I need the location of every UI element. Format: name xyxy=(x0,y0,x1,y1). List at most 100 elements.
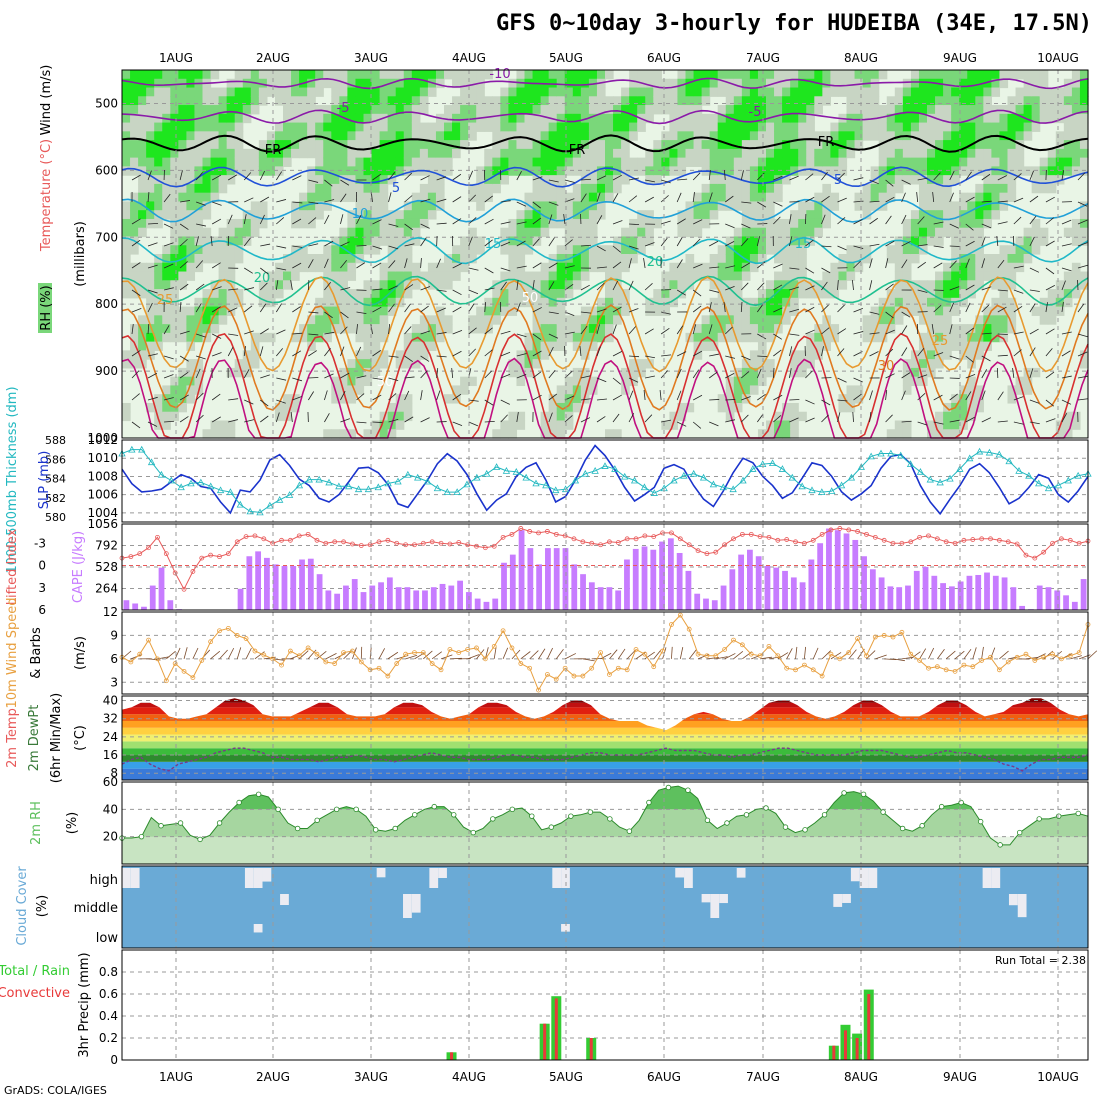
rh-cell xyxy=(725,385,735,395)
rh-cell xyxy=(1039,297,1049,308)
rh-cell xyxy=(194,183,204,194)
cape-bar xyxy=(404,587,411,610)
wind-barb xyxy=(324,347,331,357)
rh-cell xyxy=(910,70,920,80)
rh-cell xyxy=(782,262,791,273)
contour-label: 5 xyxy=(834,173,842,188)
rh-cell xyxy=(774,70,783,80)
wind-speed-point xyxy=(456,650,462,656)
wind-barb xyxy=(179,355,189,362)
rh-cell xyxy=(315,297,324,308)
rh-cell xyxy=(186,315,196,325)
rh-cell xyxy=(733,306,743,316)
thickness-point xyxy=(276,495,284,503)
rh-cell xyxy=(588,254,598,264)
rh-cell xyxy=(564,96,574,106)
rh-cell xyxy=(154,394,163,404)
rh-cell xyxy=(637,105,646,115)
temperature-contour xyxy=(121,236,1089,265)
rh-cell xyxy=(492,148,501,159)
rh-cell xyxy=(395,166,405,176)
rh-cell xyxy=(846,96,856,106)
rh-cell xyxy=(186,306,196,316)
rh-cell xyxy=(178,210,187,220)
rh-cell xyxy=(460,113,469,124)
cape-bar xyxy=(755,556,762,610)
rh-cell xyxy=(419,210,429,220)
rh-cell xyxy=(130,218,139,229)
rh-cell xyxy=(379,78,389,89)
rh-cell xyxy=(959,218,968,229)
rh-cell xyxy=(484,122,493,132)
rh-cell xyxy=(886,113,896,124)
wind-barb xyxy=(179,394,189,401)
precip-tick-label: 0.8 xyxy=(99,965,118,979)
rh-cell xyxy=(548,411,558,422)
rh-cell xyxy=(725,148,735,159)
rh-point xyxy=(607,816,613,822)
rh-cell xyxy=(274,148,284,159)
rh-cell xyxy=(967,166,976,176)
rh-cell xyxy=(653,289,662,299)
rh-cell xyxy=(427,271,437,281)
rh-cell xyxy=(580,201,590,211)
wind-barb xyxy=(404,243,415,247)
rh-point xyxy=(743,812,750,818)
rh-cell xyxy=(307,113,316,124)
rh-cell xyxy=(629,236,638,246)
top-date-label: 3AUG xyxy=(354,51,388,65)
rh-cell xyxy=(1055,280,1065,290)
contour-label: 15 xyxy=(795,237,812,252)
wind-barb xyxy=(869,217,878,225)
wind-barb xyxy=(1045,418,1056,423)
rh-cell xyxy=(339,236,348,246)
wind-barb xyxy=(532,201,541,209)
rh-cell xyxy=(862,210,872,220)
rh-cell xyxy=(226,122,236,132)
rh-cell xyxy=(733,297,743,308)
rh-cell xyxy=(339,78,348,89)
cape-bar xyxy=(1054,590,1061,610)
rh-cell xyxy=(347,183,357,194)
rh-cell xyxy=(741,87,751,97)
wind-speed-point xyxy=(802,662,807,668)
rh-cell xyxy=(894,262,904,273)
lifted-index-point xyxy=(190,569,196,574)
wind-speed-point xyxy=(695,651,701,657)
wind-barb xyxy=(644,196,654,203)
rh-cell xyxy=(379,148,389,159)
rh-point xyxy=(294,825,301,832)
rh-cell xyxy=(323,105,332,115)
rh-cell xyxy=(540,289,550,299)
rh-cell xyxy=(991,78,1001,89)
surface-wind-barb xyxy=(653,649,662,660)
wind10m-frame xyxy=(121,611,1089,695)
rh-cell xyxy=(395,105,405,115)
rh-cell xyxy=(299,254,308,264)
wind-speed-point xyxy=(181,668,187,674)
rh-cell xyxy=(258,87,268,97)
rh-cell xyxy=(918,105,928,115)
wind-barb xyxy=(500,241,511,247)
wind-barb xyxy=(452,289,462,296)
wind-barb xyxy=(756,236,760,247)
rh-cell xyxy=(138,192,147,203)
rh-cell xyxy=(1007,254,1017,264)
rh-cell xyxy=(774,254,783,264)
wind-barb xyxy=(1013,265,1024,269)
rh-cell xyxy=(790,245,799,255)
rh-cell xyxy=(999,70,1009,80)
rh-cell xyxy=(846,385,856,395)
wind-barb xyxy=(596,324,600,335)
rh-cell xyxy=(580,367,590,378)
wind-barb xyxy=(260,196,270,203)
wind-barb xyxy=(981,355,991,362)
rh-cell xyxy=(331,70,340,80)
rh-cell xyxy=(315,175,324,185)
rh-cell xyxy=(492,157,501,167)
rh-cell xyxy=(999,140,1009,150)
rh-cell xyxy=(371,341,381,351)
rh-cell xyxy=(484,105,493,115)
rh-cell xyxy=(122,245,131,255)
lifted-index-point xyxy=(429,539,435,545)
